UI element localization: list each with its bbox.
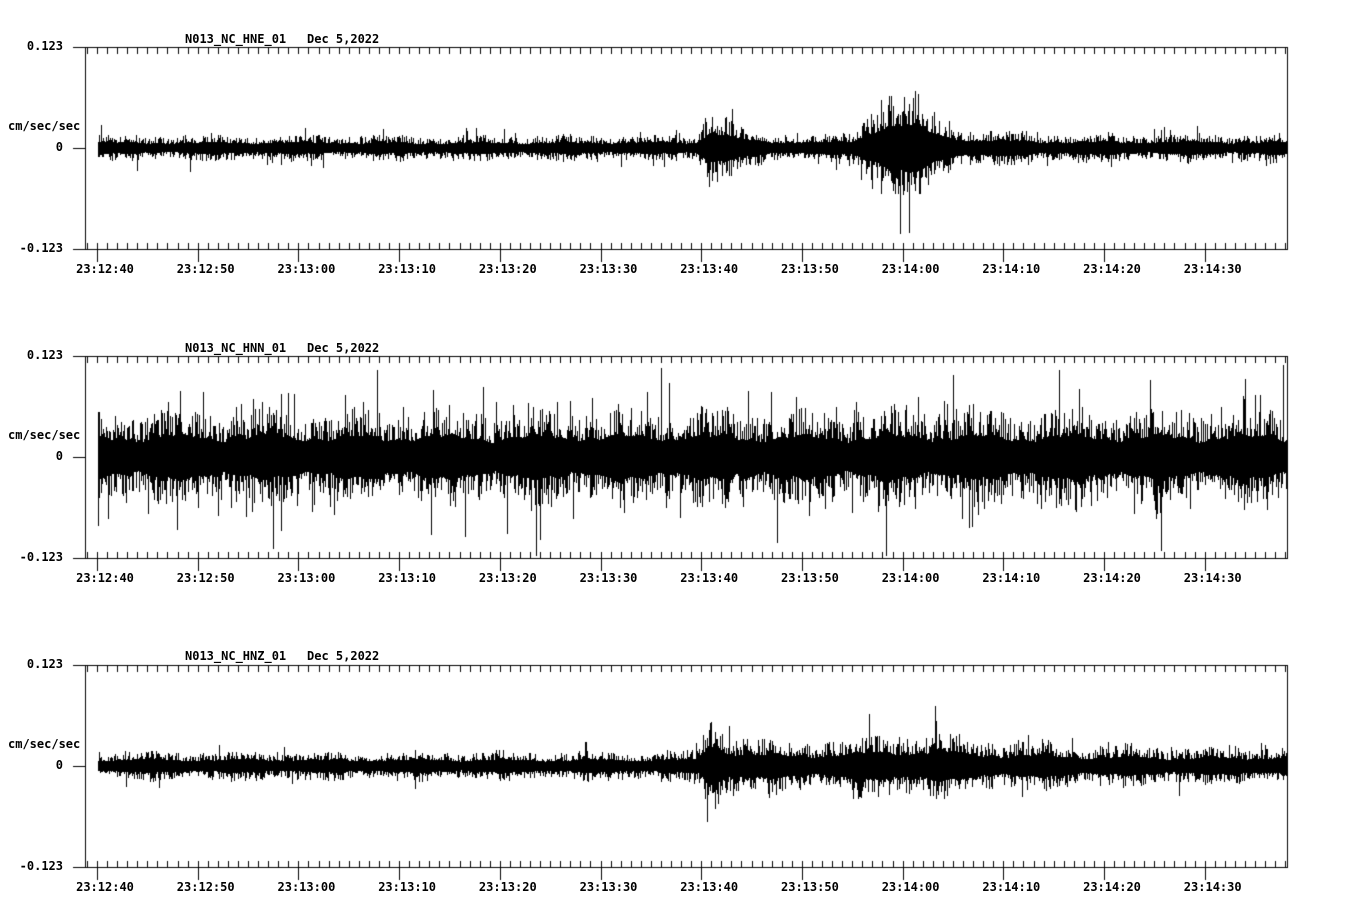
time-tick-label: 23:12:40 <box>76 880 134 894</box>
time-tick-label: 23:13:20 <box>478 571 537 585</box>
panel-3-station-title: N013_NC_HNZ_01 <box>185 649 287 663</box>
panel-1-unit-label: cm/sec/sec <box>8 119 81 133</box>
panel-2-ymax-label: 0.123 <box>26 348 63 362</box>
time-tick-label: 23:13:00 <box>277 571 336 585</box>
time-tick-label: 23:12:40 <box>76 571 134 585</box>
time-tick-label: 23:14:20 <box>1083 880 1141 894</box>
time-tick-label: 23:14:30 <box>1183 571 1242 585</box>
time-tick-label: 23:13:30 <box>579 571 638 585</box>
time-tick-label: 23:14:20 <box>1083 571 1141 585</box>
panel-3-ymin-label: -0.123 <box>19 859 63 873</box>
panel-1-date-label: Dec 5,2022 <box>307 32 380 46</box>
time-tick-label: 23:14:00 <box>881 262 940 276</box>
time-tick-label: 23:13:10 <box>378 571 436 585</box>
panel-3-ymax-label: 0.123 <box>26 657 63 671</box>
time-tick-label: 23:12:40 <box>76 262 134 276</box>
time-tick-label: 23:14:10 <box>982 571 1041 585</box>
time-tick-label: 23:13:10 <box>378 262 436 276</box>
time-tick-label: 23:13:30 <box>579 262 638 276</box>
time-tick-label: 23:12:50 <box>176 262 235 276</box>
time-tick-label: 23:14:00 <box>881 880 940 894</box>
time-tick-label: 23:13:10 <box>378 880 436 894</box>
time-tick-label: 23:14:30 <box>1183 262 1242 276</box>
panel-2-zero-label: 0 <box>55 449 63 463</box>
time-tick-label: 23:13:20 <box>478 880 537 894</box>
time-tick-label: 23:13:00 <box>277 880 336 894</box>
panel-1-ymax-label: 0.123 <box>26 39 63 53</box>
time-tick-label: 23:13:00 <box>277 262 336 276</box>
panel-3-unit-label: cm/sec/sec <box>8 737 81 751</box>
panel-2-unit-label: cm/sec/sec <box>8 428 81 442</box>
time-tick-label: 23:14:00 <box>881 571 940 585</box>
time-tick-label: 23:13:40 <box>680 262 739 276</box>
time-tick-label: 23:13:50 <box>780 262 839 276</box>
time-tick-label: 23:13:30 <box>579 880 638 894</box>
panel-2-station-title: N013_NC_HNN_01 <box>185 341 287 355</box>
panel-2-ymin-label: -0.123 <box>19 550 63 564</box>
time-tick-label: 23:12:50 <box>176 571 235 585</box>
time-tick-label: 23:13:20 <box>478 262 537 276</box>
panel-3-date-label: Dec 5,2022 <box>307 649 380 663</box>
panel-2-date-label: Dec 5,2022 <box>307 341 380 355</box>
time-tick-label: 23:13:50 <box>780 880 839 894</box>
panel-1-ymin-label: -0.123 <box>19 241 63 255</box>
time-tick-label: 23:13:40 <box>680 571 739 585</box>
time-tick-label: 23:12:50 <box>176 880 235 894</box>
time-tick-label: 23:14:10 <box>982 880 1041 894</box>
time-tick-label: 23:14:10 <box>982 262 1041 276</box>
time-tick-label: 23:13:40 <box>680 880 739 894</box>
panel-1-station-title: N013_NC_HNE_01 <box>185 32 287 46</box>
time-tick-label: 23:14:20 <box>1083 262 1141 276</box>
panel-3-zero-label: 0 <box>55 758 63 772</box>
time-tick-label: 23:14:30 <box>1183 880 1242 894</box>
time-tick-label: 23:13:50 <box>780 571 839 585</box>
panel-1-zero-label: 0 <box>55 140 63 154</box>
